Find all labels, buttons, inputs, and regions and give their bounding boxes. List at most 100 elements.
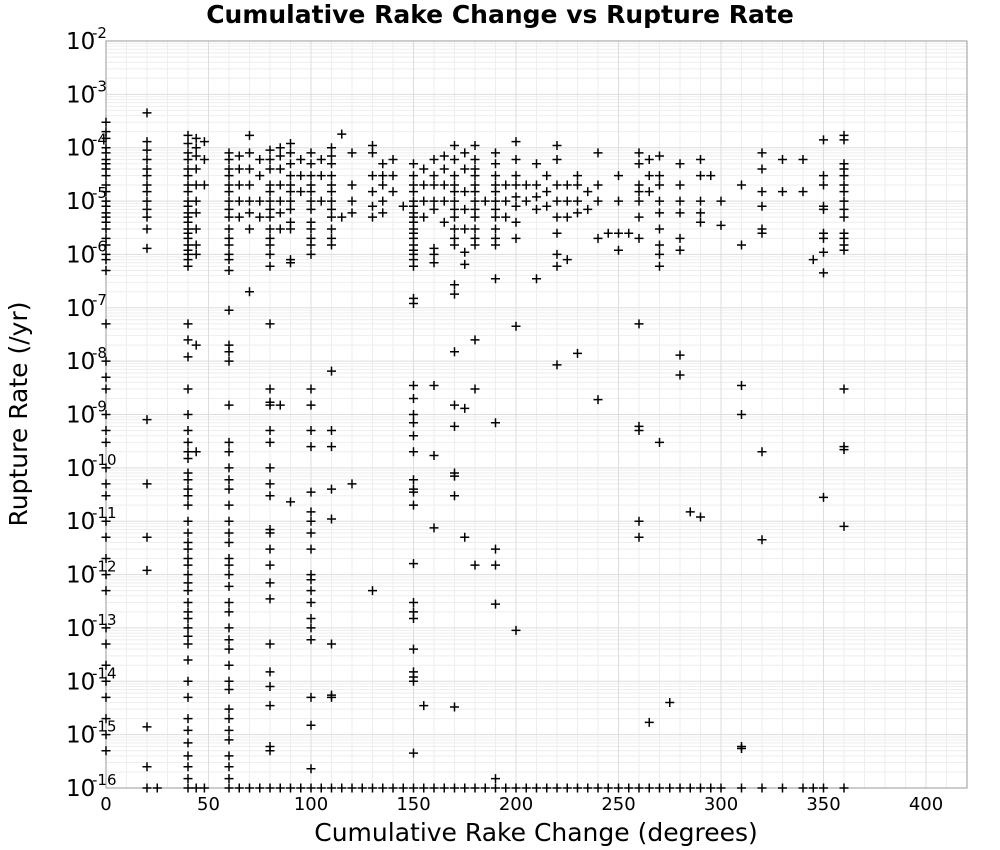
data-point [429,451,439,461]
data-point [101,133,111,143]
data-point [583,187,593,197]
data-point [491,544,500,554]
data-point [491,240,500,250]
data-point [224,607,234,617]
data-point [819,135,828,145]
data-point [470,240,480,250]
data-point [603,783,613,793]
data-point [409,410,418,419]
data-point [439,164,449,174]
data-point [521,180,531,190]
data-point [316,155,326,165]
data-point [542,201,552,211]
data-point [450,141,459,151]
data-point [142,762,152,772]
data-point [552,249,562,259]
data-point [142,212,152,222]
data-point [265,249,275,259]
data-point [409,644,418,654]
data-point [306,426,316,436]
data-point [296,783,306,793]
data-point [696,512,705,522]
data-point [562,196,572,206]
data-point [327,171,336,181]
data-point [521,783,531,793]
data-point [224,463,234,473]
data-point [388,155,398,165]
data-point [101,410,111,419]
data-point [573,208,582,218]
data-point [101,171,111,181]
data-point [655,208,664,218]
data-point [306,575,316,585]
data-point [388,187,398,197]
data-point [224,704,234,714]
data-point [614,245,623,255]
data-point [316,196,326,206]
data-point [183,570,193,580]
data-point [265,667,275,677]
data-point [327,514,336,524]
data-point [583,783,593,793]
data-point [450,155,459,165]
data-point [378,180,388,190]
data-point [368,586,377,596]
data-point [450,171,459,181]
data-point [306,544,316,554]
data-point [142,532,152,542]
data-point [439,151,449,161]
data-point [224,187,234,197]
data-point [191,224,201,234]
data-point [573,171,582,181]
data-point [191,143,201,153]
data-point [655,151,664,161]
data-point [224,528,234,538]
data-point [470,783,480,793]
data-point [368,148,377,158]
data-point [808,255,818,265]
data-point [562,783,572,793]
data-point [737,240,746,250]
data-point [675,196,685,206]
data-point [306,516,316,526]
data-point [532,159,541,169]
data-point [265,560,275,570]
data-point [191,447,201,457]
data-point [839,204,849,214]
data-point [101,623,111,633]
data-point [655,224,664,234]
data-point [429,180,439,190]
data-point [409,559,418,569]
data-point [316,783,326,793]
data-point [573,783,582,793]
data-point [521,196,531,206]
y-tick-exponent: -9 [92,398,107,416]
data-point [808,783,818,793]
data-point [450,783,459,793]
data-point [199,783,209,793]
data-point [480,196,490,206]
x-tick-label: 200 [499,794,533,815]
data-point [275,400,285,410]
data-point [511,625,521,635]
data-point [491,148,500,158]
data-point [265,479,275,489]
data-point [665,698,675,708]
data-point [224,265,234,275]
data-point [491,418,500,428]
data-point [245,148,254,158]
data-point [183,631,193,641]
data-point [224,224,234,234]
data-point [460,259,470,269]
data-point [191,783,201,793]
data-point [265,701,275,711]
data-point [552,212,562,222]
data-point [675,180,685,190]
data-point [275,196,285,206]
data-point [819,204,828,214]
data-point [819,268,828,278]
data-point [101,714,111,724]
data-point [183,384,193,394]
data-point [409,159,418,169]
data-point [696,208,705,218]
